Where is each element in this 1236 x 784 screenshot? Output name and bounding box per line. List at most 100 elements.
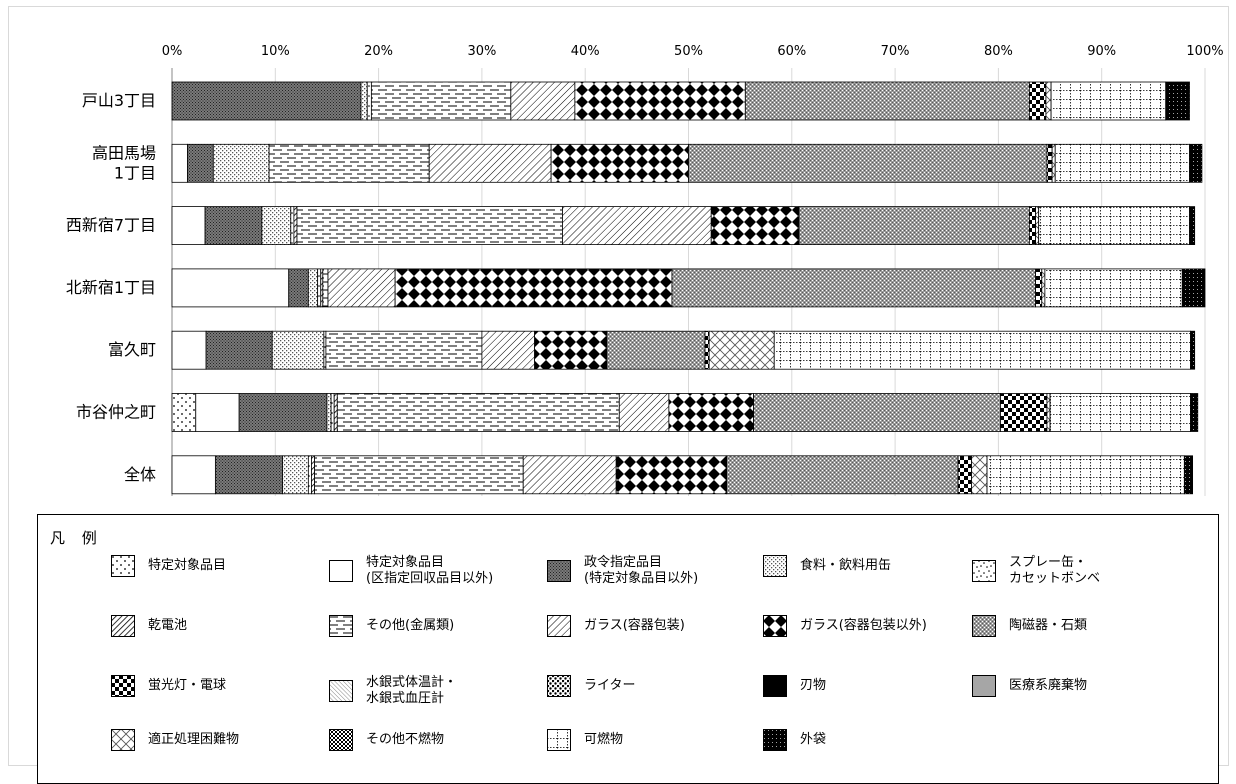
bar-segment [171,330,207,370]
bar-segment [238,393,328,432]
legend-item: その他(金属類) [329,615,454,637]
legend-label: 特定対象品目 [148,558,227,573]
bar-segment [195,393,240,432]
legend-item: 蛍光灯・電球 [111,675,226,697]
legend-label: 陶磁器・石類 [1009,618,1088,633]
bar-segment [333,393,338,432]
category-label: 全体 [124,465,156,484]
bar-segment [574,81,746,121]
legend-swatch [111,555,135,577]
bar-segment [205,330,273,370]
bar-segment [726,455,959,495]
bar-segment [550,143,689,183]
bar-segment [307,455,312,495]
bar-segment [534,330,608,370]
legend-label: 特定対象品目 (区指定回収品目以外) [366,555,494,586]
legend-swatch [547,615,571,637]
bar-segment [1189,206,1196,246]
bar-segment [336,393,620,432]
legend-swatch [763,615,787,637]
bar-segment [171,268,290,308]
bar-segment [1045,81,1052,121]
legend-label: 蛍光灯・電球 [148,678,227,693]
legend-item: ガラス(容器包装) [547,615,685,637]
bar-segment [1035,206,1040,246]
bar-segment [325,330,483,370]
bar-segment [311,455,315,495]
legend-label: ガラス(容器包装) [584,618,685,633]
bars [171,81,1206,495]
legend-swatch [547,675,571,697]
bar-segment [187,143,214,183]
bar-segment [268,143,430,183]
bar-segment [986,455,1185,495]
legend-label: 刃物 [800,678,827,693]
bar-segment [1049,393,1191,432]
legend-item: ガラス(容器包装以外) [763,615,927,637]
bar-segment [618,393,670,432]
bar-segment [481,330,535,370]
legend-item: 陶磁器・石類 [972,615,1087,637]
legend-label: 適正処理困難物 [148,732,240,747]
legend-swatch [972,560,996,582]
legend-item: 外袋 [763,729,826,751]
x-tick-label: 100% [1186,44,1223,59]
x-tick-label: 60% [777,44,806,59]
legend-label: ガラス(容器包装以外) [800,618,927,633]
bar-segment [1046,143,1053,183]
bar-segment [314,455,524,495]
legend-label: 水銀式体温計・ 水銀式血圧計 [366,675,458,706]
legend-label: ライター [584,678,636,693]
legend-item: 刃物 [763,675,826,697]
bar-segment [1038,206,1190,246]
bar-segment [753,393,1001,432]
x-tick-label: 0% [162,44,183,59]
x-tick-label: 20% [364,44,393,59]
legend-swatch [329,615,353,637]
bar-segment [322,268,329,308]
bar-segment [366,81,372,121]
legend-label: 可燃物 [584,732,624,747]
bar-segment [562,206,712,246]
legend-item: 適正処理困難物 [111,729,239,751]
x-axis: 0% 10% 20% 30% 40% 50% 60% 70% 80% 90% 100% [162,44,1224,59]
bar-segment [394,268,673,308]
legend-swatch [972,615,996,637]
legend-item: 食料・飲料用缶 [763,555,891,577]
legend-swatch [763,555,787,577]
legend-label: 政令指定品目 (特定対象品目以外) [584,555,699,586]
bar-segment [1041,268,1046,308]
bar-segment [171,143,188,183]
bar-segment [317,268,322,308]
legend-item: スプレー缶・ カセットボンベ [972,555,1100,587]
bar-segment [1189,143,1203,183]
legend-label: 医療系廃棄物 [1009,678,1088,693]
bar-segment [214,455,283,495]
x-tick-label: 30% [467,44,496,59]
bar-segment [290,206,295,246]
category-label: 戸山3丁目 [82,91,156,110]
bar-segment [1050,81,1167,121]
category-label: 北新宿1丁目 [66,278,156,297]
x-tick-label: 90% [1087,44,1116,59]
bar-segment [510,81,576,121]
legend: 凡 例 特定対象品目 特定対象品目 (区指定回収品目以外) 政令指定品目 (特定対象… [37,514,1219,784]
legend-item: ライター [547,675,635,697]
bar-segment [1000,393,1048,432]
bar-segment [1183,455,1194,495]
bar-segment [282,455,309,495]
legend-swatch [111,729,135,751]
bar-segment [671,268,1036,308]
legend-label: その他不燃物 [366,732,445,747]
legend-swatch [111,675,135,697]
x-tick-label: 80% [984,44,1013,59]
legend-swatch [763,729,787,751]
bar-segment [330,393,335,432]
bar-segment [704,330,710,370]
legend-swatch [763,675,787,697]
bar-segment [293,206,298,246]
bar-segment [327,268,396,308]
category-label: 市谷仲之町 [76,403,156,422]
bar-segment [1028,81,1047,121]
